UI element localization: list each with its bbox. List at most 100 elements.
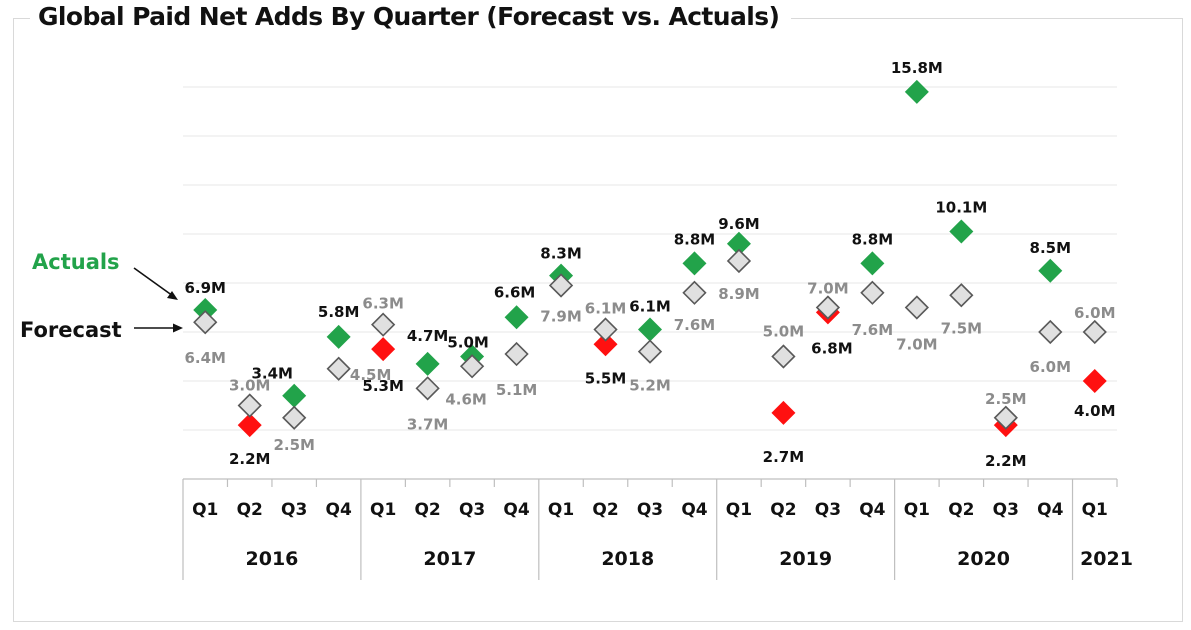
actual-data-label: 8.8M [674,230,716,248]
forecast-data-label: 7.5M [941,319,983,337]
actual-point [1038,258,1063,283]
actual-data-label: 6.8M [811,339,853,357]
actual-point [282,383,307,408]
x-tick-label-quarter: Q1 [548,500,574,520]
actual-point [949,219,974,244]
data-labels: 6.9M2.2M3.4M5.8M5.3M4.7M5.0M6.6M8.3M5.5M… [184,59,1115,470]
actual-data-label: 15.8M [891,59,943,77]
forecast-data-label: 3.7M [407,415,449,433]
forecast-point [682,280,707,305]
actual-point [504,305,529,330]
actual-data-label: 2.7M [763,448,805,466]
forecast-data-label: 6.3M [362,295,404,313]
forecast-data-label: 2.5M [985,390,1027,408]
x-tick-label-quarter: Q1 [192,500,218,520]
actual-data-label: 8.8M [852,230,894,248]
x-tick-label-quarter: Q1 [1082,500,1108,520]
actual-point [904,79,929,104]
actual-point [726,231,751,256]
actual-data-label: 5.0M [447,334,489,352]
actual-data-label: 2.2M [229,450,271,468]
forecast-point [504,341,529,367]
forecast-point [371,312,396,337]
forecast-data-label: 5.2M [629,377,671,395]
forecast-annotation: Forecast [20,318,122,342]
forecast-data-label: 4.5M [350,366,392,384]
actual-point [237,413,262,438]
x-tick-label-quarter: Q3 [815,500,841,520]
actuals-arrow-icon [133,267,178,300]
x-tick-label-year: 2021 [1080,548,1133,570]
x-tick-label-quarter: Q4 [1037,500,1063,520]
actual-point [682,251,707,276]
forecast-point [904,295,929,320]
forecast-point [237,393,262,418]
forecast-point [815,295,841,320]
actual-data-label: 5.3M [362,377,404,395]
x-tick-label-quarter: Q3 [459,500,485,520]
forecast-data-label: 3.0M [229,377,271,395]
forecast-data-label: 8.9M [718,285,760,303]
forecast-data-label: 7.6M [852,321,894,339]
actual-data-label: 8.3M [540,245,582,263]
actual-data-label: 3.4M [251,365,293,383]
actual-data-label: 10.1M [935,199,987,217]
forecast-point [548,273,574,298]
x-tick-label-year: 2017 [423,548,476,570]
forecast-point [326,356,351,381]
actual-data-label: 6.1M [629,298,671,316]
actual-data-label: 9.6M [718,215,760,233]
actual-point [1082,369,1107,393]
x-tick-label-quarter: Q2 [414,500,440,520]
x-tick-label-quarter: Q2 [770,500,796,520]
actual-point [593,332,618,357]
forecast-point [282,405,307,430]
actual-point [771,400,796,425]
actual-data-label: 5.8M [318,303,360,321]
forecast-point [726,248,752,274]
actual-point [860,251,885,276]
actual-point [415,351,440,376]
actual-data-label: 5.5M [585,369,627,387]
actuals-annotation: Actuals [32,250,120,274]
forecast-series [193,248,1107,430]
forecast-point [1038,319,1063,345]
forecast-data-label: 2.5M [273,436,315,454]
forecast-point [949,283,974,308]
x-tick-label-quarter: Q1 [370,500,396,520]
x-tick-label-quarter: Q3 [281,500,307,520]
forecast-point [771,344,796,369]
x-tick-label-year: 2019 [779,548,832,570]
x-tick-label-quarter: Q2 [948,500,974,520]
x-tick-label-quarter: Q2 [592,500,618,520]
x-tick-label-quarter: Q4 [503,500,529,520]
actual-data-label: 6.9M [184,279,226,297]
actual-data-label: 6.6M [494,283,536,301]
actual-data-label: 4.0M [1074,402,1116,420]
x-tick-label-quarter: Q3 [993,500,1019,520]
x-tick-label-year: 2016 [246,548,299,570]
actual-point [326,324,351,349]
forecast-point [1082,319,1107,345]
forecast-data-label: 5.1M [496,381,538,399]
x-tick-label-quarter: Q1 [904,500,930,520]
forecast-point [637,339,663,364]
x-tick-label-year: 2018 [601,548,654,570]
forecast-data-label: 5.0M [763,323,805,341]
forecast-data-label: 7.9M [540,307,582,325]
forecast-data-label: 7.6M [674,316,716,334]
forecast-data-label: 6.0M [1074,304,1116,322]
forecast-point [993,405,1018,430]
x-tick-label-year: 2020 [957,548,1010,570]
forecast-data-label: 7.0M [807,280,849,298]
forecast-data-label: 6.1M [585,300,627,318]
x-tick-label-quarter: Q4 [681,500,707,520]
forecast-data-label: 7.0M [896,336,938,354]
actual-point [638,317,662,342]
forecast-data-label: 6.4M [184,349,226,367]
x-tick-label-quarter: Q3 [637,500,663,520]
forecast-data-label: 6.0M [1030,358,1072,376]
x-tick-label-quarter: Q1 [726,500,752,520]
actual-data-label: 4.7M [407,327,449,345]
